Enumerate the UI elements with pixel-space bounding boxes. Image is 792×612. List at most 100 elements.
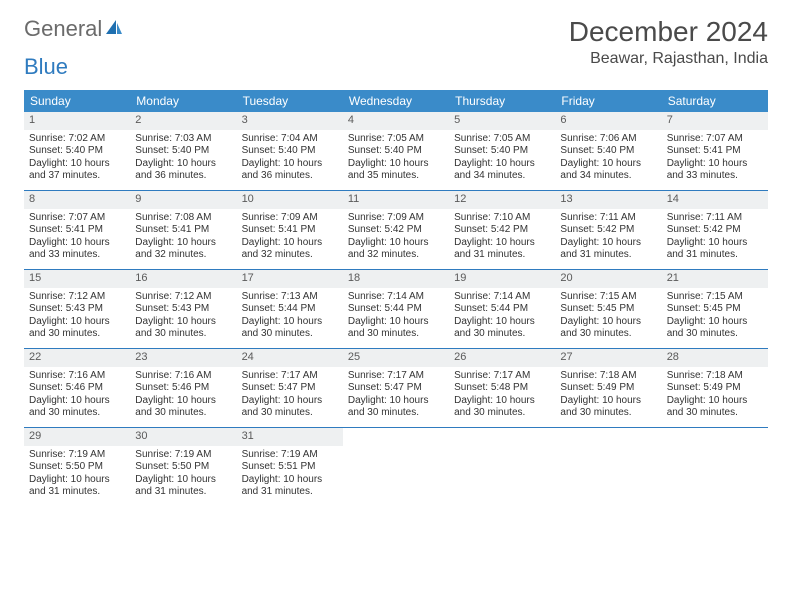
month-title: December 2024 — [569, 16, 768, 48]
logo-word-2: Blue — [24, 54, 68, 80]
day-body: Sunrise: 7:18 AMSunset: 5:49 PMDaylight:… — [555, 367, 661, 425]
sunset-text: Sunset: 5:40 PM — [135, 145, 231, 158]
sunset-text: Sunset: 5:50 PM — [29, 461, 125, 474]
sunrise-text: Sunrise: 7:15 AM — [560, 291, 656, 304]
day-cell: 19Sunrise: 7:14 AMSunset: 5:44 PMDayligh… — [449, 270, 555, 348]
daylight-text: Daylight: 10 hours and 34 minutes. — [560, 158, 656, 183]
sunrise-text: Sunrise: 7:17 AM — [242, 370, 338, 383]
day-cell: 16Sunrise: 7:12 AMSunset: 5:43 PMDayligh… — [130, 270, 236, 348]
daylight-text: Daylight: 10 hours and 31 minutes. — [242, 474, 338, 499]
daylight-text: Daylight: 10 hours and 30 minutes. — [242, 395, 338, 420]
daylight-text: Daylight: 10 hours and 31 minutes. — [667, 237, 763, 262]
day-cell: 28Sunrise: 7:18 AMSunset: 5:49 PMDayligh… — [662, 349, 768, 427]
sunrise-text: Sunrise: 7:08 AM — [135, 212, 231, 225]
week-row: 8Sunrise: 7:07 AMSunset: 5:41 PMDaylight… — [24, 190, 768, 269]
title-block: December 2024 Beawar, Rajasthan, India — [569, 16, 768, 68]
sunset-text: Sunset: 5:41 PM — [667, 145, 763, 158]
day-body: Sunrise: 7:17 AMSunset: 5:48 PMDaylight:… — [449, 367, 555, 425]
sunset-text: Sunset: 5:41 PM — [135, 224, 231, 237]
day-number: 8 — [24, 191, 130, 209]
day-cell: 24Sunrise: 7:17 AMSunset: 5:47 PMDayligh… — [237, 349, 343, 427]
day-body: Sunrise: 7:09 AMSunset: 5:42 PMDaylight:… — [343, 209, 449, 267]
sunset-text: Sunset: 5:44 PM — [242, 303, 338, 316]
day-body: Sunrise: 7:18 AMSunset: 5:49 PMDaylight:… — [662, 367, 768, 425]
day-cell: 22Sunrise: 7:16 AMSunset: 5:46 PMDayligh… — [24, 349, 130, 427]
sunrise-text: Sunrise: 7:10 AM — [454, 212, 550, 225]
day-number: 18 — [343, 270, 449, 288]
daylight-text: Daylight: 10 hours and 30 minutes. — [348, 316, 444, 341]
sunrise-text: Sunrise: 7:19 AM — [135, 449, 231, 462]
logo: General — [24, 16, 126, 42]
week-row: 1Sunrise: 7:02 AMSunset: 5:40 PMDaylight… — [24, 112, 768, 190]
sunset-text: Sunset: 5:42 PM — [667, 224, 763, 237]
sunrise-text: Sunrise: 7:06 AM — [560, 133, 656, 146]
sunrise-text: Sunrise: 7:07 AM — [29, 212, 125, 225]
day-number: 7 — [662, 112, 768, 130]
sunrise-text: Sunrise: 7:14 AM — [454, 291, 550, 304]
day-number: 1 — [24, 112, 130, 130]
day-body: Sunrise: 7:15 AMSunset: 5:45 PMDaylight:… — [555, 288, 661, 346]
day-number: 14 — [662, 191, 768, 209]
daylight-text: Daylight: 10 hours and 30 minutes. — [667, 395, 763, 420]
sunrise-text: Sunrise: 7:12 AM — [29, 291, 125, 304]
location: Beawar, Rajasthan, India — [569, 50, 768, 68]
day-body: Sunrise: 7:03 AMSunset: 5:40 PMDaylight:… — [130, 130, 236, 188]
sunset-text: Sunset: 5:42 PM — [560, 224, 656, 237]
day-cell: 27Sunrise: 7:18 AMSunset: 5:49 PMDayligh… — [555, 349, 661, 427]
day-cell: 21Sunrise: 7:15 AMSunset: 5:45 PMDayligh… — [662, 270, 768, 348]
day-body: Sunrise: 7:05 AMSunset: 5:40 PMDaylight:… — [449, 130, 555, 188]
daylight-text: Daylight: 10 hours and 33 minutes. — [667, 158, 763, 183]
day-body: Sunrise: 7:19 AMSunset: 5:51 PMDaylight:… — [237, 446, 343, 504]
day-body: Sunrise: 7:09 AMSunset: 5:41 PMDaylight:… — [237, 209, 343, 267]
daylight-text: Daylight: 10 hours and 30 minutes. — [348, 395, 444, 420]
day-cell: 9Sunrise: 7:08 AMSunset: 5:41 PMDaylight… — [130, 191, 236, 269]
sunset-text: Sunset: 5:41 PM — [242, 224, 338, 237]
sunset-text: Sunset: 5:40 PM — [560, 145, 656, 158]
sunrise-text: Sunrise: 7:04 AM — [242, 133, 338, 146]
daylight-text: Daylight: 10 hours and 30 minutes. — [242, 316, 338, 341]
sunset-text: Sunset: 5:49 PM — [560, 382, 656, 395]
weekday-header: Saturday — [662, 90, 768, 112]
day-cell: 12Sunrise: 7:10 AMSunset: 5:42 PMDayligh… — [449, 191, 555, 269]
sunset-text: Sunset: 5:46 PM — [135, 382, 231, 395]
day-number: 25 — [343, 349, 449, 367]
sunset-text: Sunset: 5:50 PM — [135, 461, 231, 474]
weekday-header: Tuesday — [237, 90, 343, 112]
sunrise-text: Sunrise: 7:16 AM — [29, 370, 125, 383]
day-number: 11 — [343, 191, 449, 209]
daylight-text: Daylight: 10 hours and 33 minutes. — [29, 237, 125, 262]
calendar: SundayMondayTuesdayWednesdayThursdayFrid… — [24, 90, 768, 506]
day-number: 19 — [449, 270, 555, 288]
day-cell: 31Sunrise: 7:19 AMSunset: 5:51 PMDayligh… — [237, 428, 343, 506]
sunrise-text: Sunrise: 7:14 AM — [348, 291, 444, 304]
sunset-text: Sunset: 5:43 PM — [135, 303, 231, 316]
sunrise-text: Sunrise: 7:07 AM — [667, 133, 763, 146]
sunset-text: Sunset: 5:45 PM — [560, 303, 656, 316]
weekday-header: Friday — [555, 90, 661, 112]
sunset-text: Sunset: 5:47 PM — [242, 382, 338, 395]
daylight-text: Daylight: 10 hours and 30 minutes. — [454, 395, 550, 420]
daylight-text: Daylight: 10 hours and 31 minutes. — [135, 474, 231, 499]
sunrise-text: Sunrise: 7:17 AM — [454, 370, 550, 383]
daylight-text: Daylight: 10 hours and 35 minutes. — [348, 158, 444, 183]
week-row: 15Sunrise: 7:12 AMSunset: 5:43 PMDayligh… — [24, 269, 768, 348]
sunrise-text: Sunrise: 7:15 AM — [667, 291, 763, 304]
sunrise-text: Sunrise: 7:16 AM — [135, 370, 231, 383]
sunset-text: Sunset: 5:40 PM — [454, 145, 550, 158]
day-body: Sunrise: 7:07 AMSunset: 5:41 PMDaylight:… — [662, 130, 768, 188]
sunrise-text: Sunrise: 7:19 AM — [242, 449, 338, 462]
day-body: Sunrise: 7:05 AMSunset: 5:40 PMDaylight:… — [343, 130, 449, 188]
day-cell: 20Sunrise: 7:15 AMSunset: 5:45 PMDayligh… — [555, 270, 661, 348]
day-cell: 7Sunrise: 7:07 AMSunset: 5:41 PMDaylight… — [662, 112, 768, 190]
day-cell: 5Sunrise: 7:05 AMSunset: 5:40 PMDaylight… — [449, 112, 555, 190]
day-number: 29 — [24, 428, 130, 446]
day-cell: 14Sunrise: 7:11 AMSunset: 5:42 PMDayligh… — [662, 191, 768, 269]
daylight-text: Daylight: 10 hours and 30 minutes. — [560, 395, 656, 420]
daylight-text: Daylight: 10 hours and 32 minutes. — [242, 237, 338, 262]
sunrise-text: Sunrise: 7:18 AM — [560, 370, 656, 383]
empty-day-cell — [343, 428, 449, 506]
day-body: Sunrise: 7:11 AMSunset: 5:42 PMDaylight:… — [662, 209, 768, 267]
day-body: Sunrise: 7:12 AMSunset: 5:43 PMDaylight:… — [130, 288, 236, 346]
day-number: 2 — [130, 112, 236, 130]
weekday-header-row: SundayMondayTuesdayWednesdayThursdayFrid… — [24, 90, 768, 112]
